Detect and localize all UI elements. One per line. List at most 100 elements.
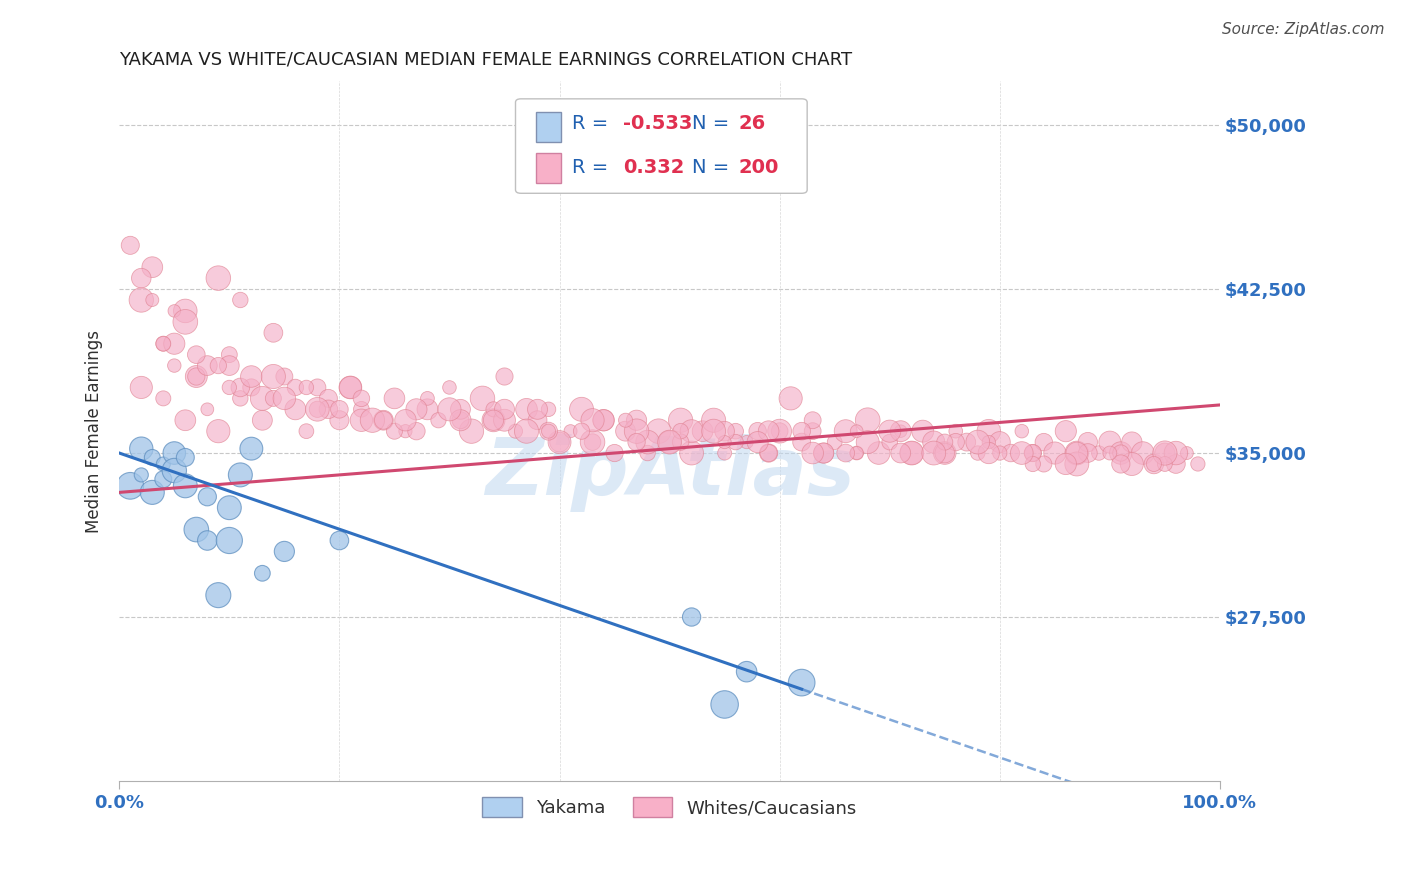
Point — [703, 413, 725, 427]
Point — [141, 450, 163, 465]
Point — [977, 435, 1000, 450]
Point — [801, 446, 824, 460]
Point — [548, 435, 571, 450]
Point — [229, 293, 252, 307]
Point — [669, 435, 692, 450]
Point — [658, 435, 681, 450]
Point — [681, 424, 703, 438]
Point — [482, 413, 505, 427]
Point — [1154, 446, 1177, 460]
Point — [318, 402, 340, 417]
Point — [295, 424, 318, 438]
Text: Source: ZipAtlas.com: Source: ZipAtlas.com — [1222, 22, 1385, 37]
Point — [856, 435, 879, 450]
Point — [581, 435, 603, 450]
Point — [284, 402, 307, 417]
Point — [868, 446, 890, 460]
Point — [1088, 446, 1111, 460]
Point — [934, 446, 956, 460]
Point — [207, 271, 229, 285]
Point — [207, 588, 229, 602]
Point — [207, 359, 229, 373]
Point — [218, 500, 240, 515]
Point — [537, 424, 560, 438]
Point — [1098, 446, 1121, 460]
Point — [769, 424, 792, 438]
Point — [922, 435, 945, 450]
Point — [262, 369, 284, 384]
Point — [262, 326, 284, 340]
Point — [813, 446, 835, 460]
FancyBboxPatch shape — [516, 99, 807, 194]
Point — [273, 369, 295, 384]
Point — [195, 533, 218, 548]
Point — [252, 413, 274, 427]
Point — [735, 665, 758, 679]
Point — [548, 435, 571, 450]
Point — [515, 424, 537, 438]
Point — [284, 380, 307, 394]
Point — [945, 424, 967, 438]
Point — [856, 413, 879, 427]
Point — [713, 424, 735, 438]
Point — [801, 413, 824, 427]
Point — [163, 304, 186, 318]
Point — [977, 424, 1000, 438]
Point — [1077, 435, 1099, 450]
Point — [328, 413, 350, 427]
Point — [703, 424, 725, 438]
Point — [141, 485, 163, 500]
Point — [218, 359, 240, 373]
Point — [934, 446, 956, 460]
Point — [339, 380, 361, 394]
Point — [186, 369, 208, 384]
Point — [515, 402, 537, 417]
Point — [195, 490, 218, 504]
Point — [1066, 457, 1088, 471]
Point — [218, 380, 240, 394]
Point — [890, 446, 912, 460]
Point — [361, 413, 384, 427]
Point — [229, 380, 252, 394]
Point — [713, 435, 735, 450]
Point — [790, 435, 813, 450]
Point — [1022, 446, 1045, 460]
Point — [174, 479, 197, 493]
Point — [1154, 457, 1177, 471]
Point — [273, 392, 295, 406]
Point — [879, 424, 901, 438]
Point — [229, 392, 252, 406]
Point — [120, 238, 142, 252]
Point — [560, 424, 582, 438]
Point — [681, 446, 703, 460]
Point — [692, 424, 714, 438]
Point — [526, 402, 548, 417]
Point — [1032, 435, 1054, 450]
Point — [669, 424, 692, 438]
Point — [945, 435, 967, 450]
Point — [626, 435, 648, 450]
Point — [1132, 446, 1154, 460]
Point — [1098, 435, 1121, 450]
Point — [328, 402, 350, 417]
Point — [900, 446, 922, 460]
Point — [405, 424, 427, 438]
Point — [1175, 446, 1198, 460]
Point — [977, 446, 1000, 460]
Point — [174, 413, 197, 427]
Point — [845, 446, 868, 460]
Point — [1164, 446, 1187, 460]
Point — [450, 402, 472, 417]
Point — [1154, 446, 1177, 460]
Point — [384, 392, 406, 406]
Point — [1143, 457, 1166, 471]
Point — [1109, 446, 1132, 460]
Text: R =: R = — [572, 114, 614, 133]
Text: 26: 26 — [740, 114, 766, 133]
Point — [186, 348, 208, 362]
Point — [813, 446, 835, 460]
Point — [174, 315, 197, 329]
Point — [956, 435, 979, 450]
Point — [482, 402, 505, 417]
Point — [571, 402, 593, 417]
